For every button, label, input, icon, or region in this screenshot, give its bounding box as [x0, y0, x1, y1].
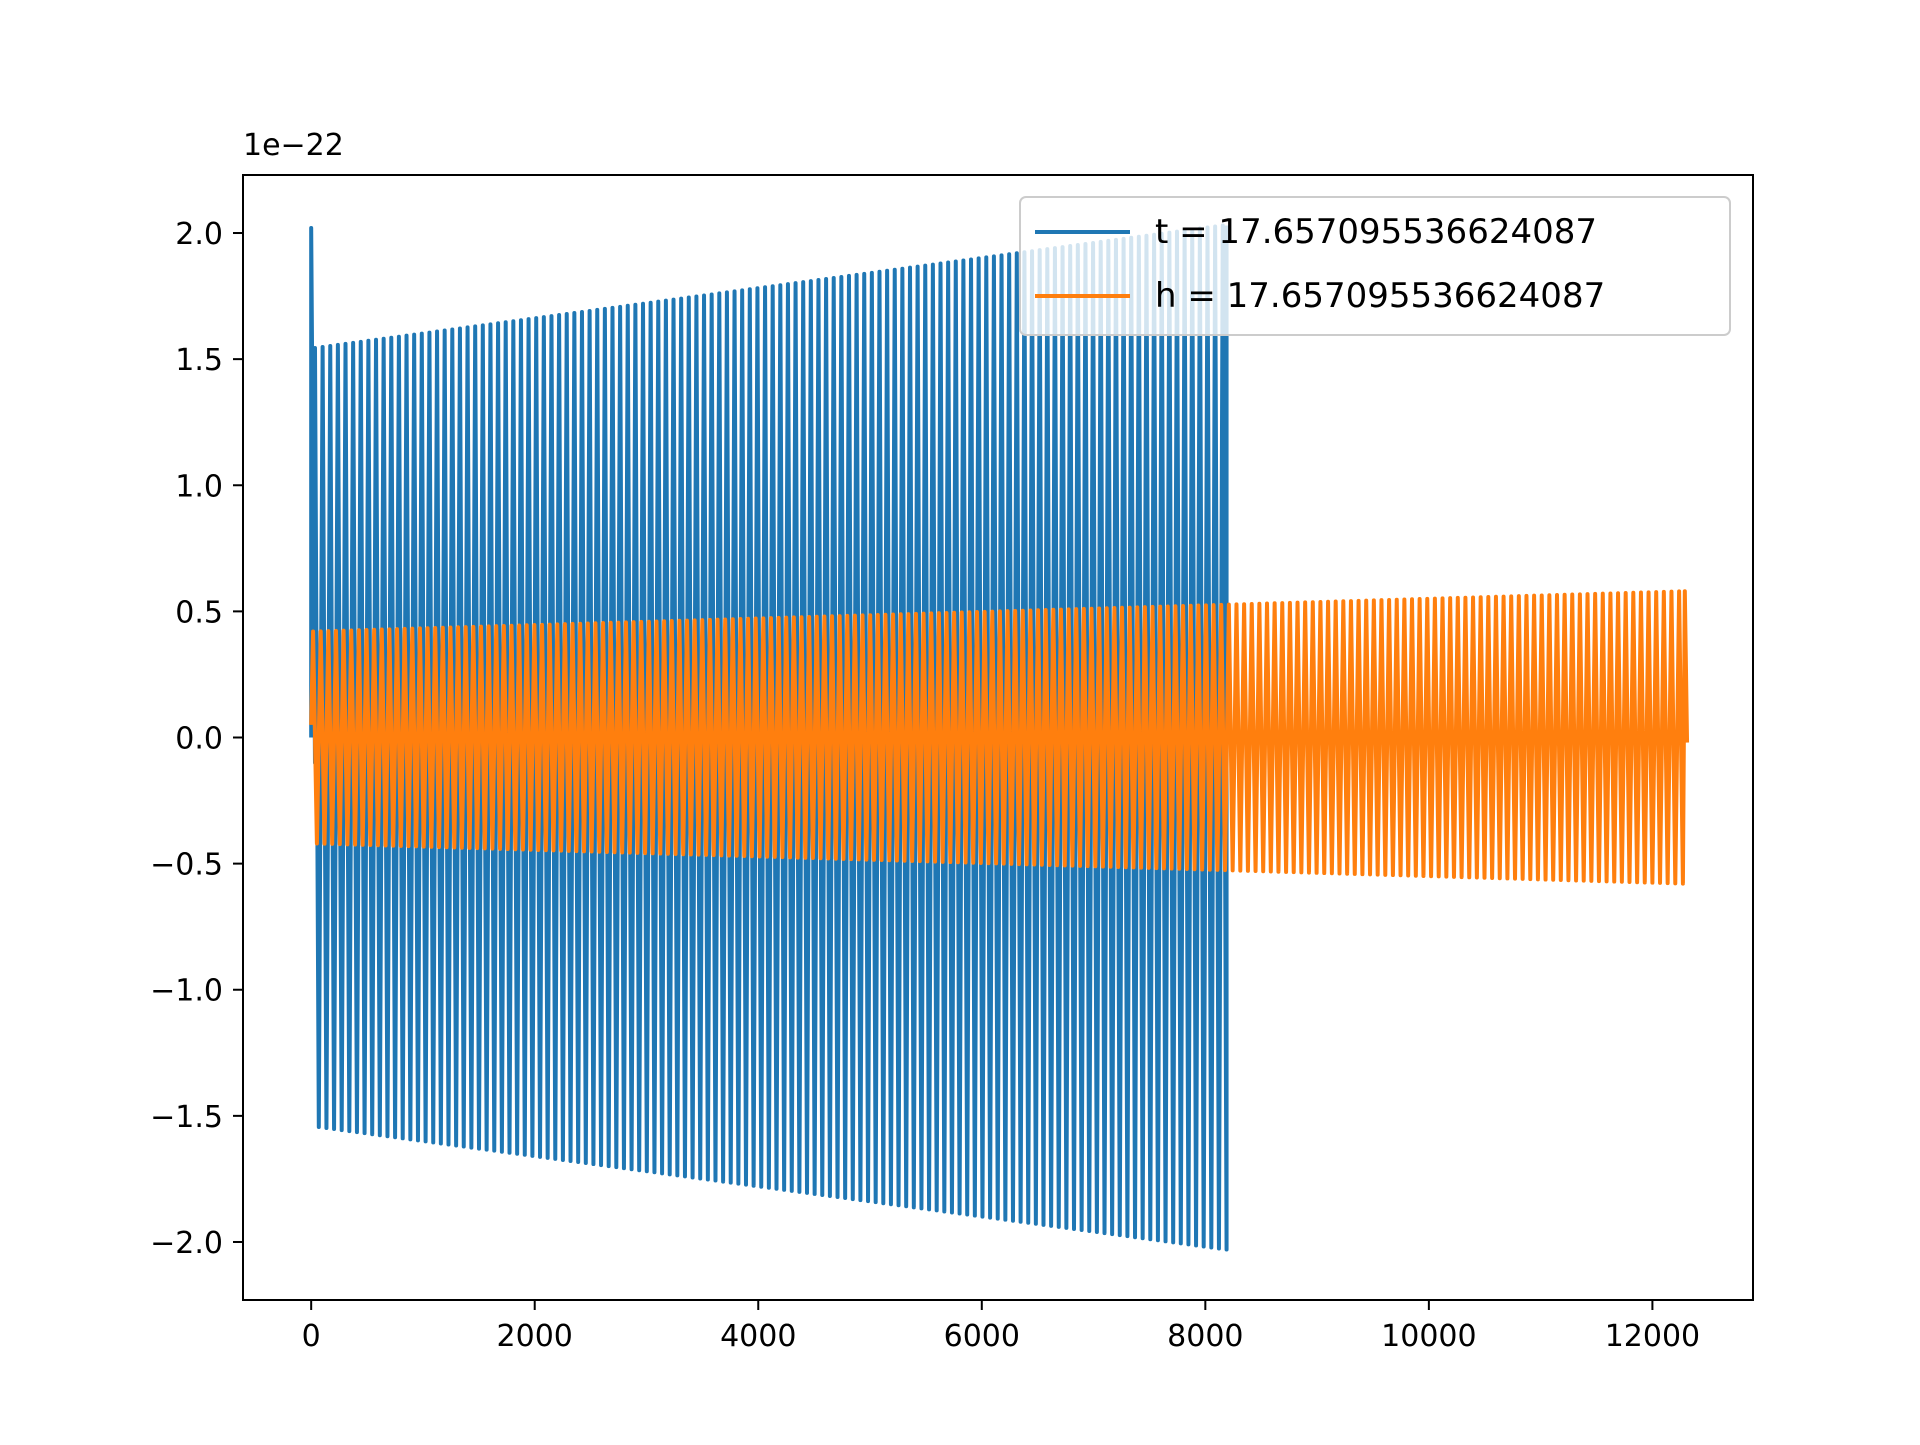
y-tick-label: −2.0 [150, 1226, 223, 1261]
y-tick-label: 2.0 [175, 217, 223, 252]
y-tick-label: −1.0 [150, 974, 223, 1009]
x-tick-label: 8000 [1167, 1319, 1243, 1354]
x-tick-label: 6000 [944, 1319, 1020, 1354]
series-layer [309, 223, 1690, 1252]
y-offset-text: 1e−22 [243, 128, 344, 163]
legend-label: t = 17.657095536624087 [1155, 212, 1597, 252]
x-axis: 0 2000 4000 6000 8000 10000 12000 [302, 1300, 1700, 1354]
y-tick-label: −1.5 [150, 1100, 223, 1135]
x-tick-label: 12000 [1605, 1319, 1700, 1354]
y-tick-label: 0.0 [175, 722, 223, 757]
x-tick-label: 2000 [497, 1319, 573, 1354]
x-tick-label: 10000 [1381, 1319, 1476, 1354]
legend: t = 17.657095536624087 h = 17.65709553662… [1019, 196, 1731, 336]
y-tick-label: 1.5 [175, 343, 223, 378]
y-tick-label: 1.0 [175, 469, 223, 504]
x-tick-label: 4000 [720, 1319, 796, 1354]
x-tick-label: 0 [302, 1319, 321, 1354]
y-tick-label: 0.5 [175, 595, 223, 630]
y-axis: −2.0 −1.5 −1.0 −0.5 0.0 0.5 1.0 1.5 2.0 [150, 217, 243, 1261]
series-line-h [309, 589, 1690, 886]
y-tick-label: −0.5 [150, 848, 223, 883]
legend-label: h = 17.657095536624087 [1155, 276, 1605, 316]
legend-box [1019, 196, 1731, 336]
